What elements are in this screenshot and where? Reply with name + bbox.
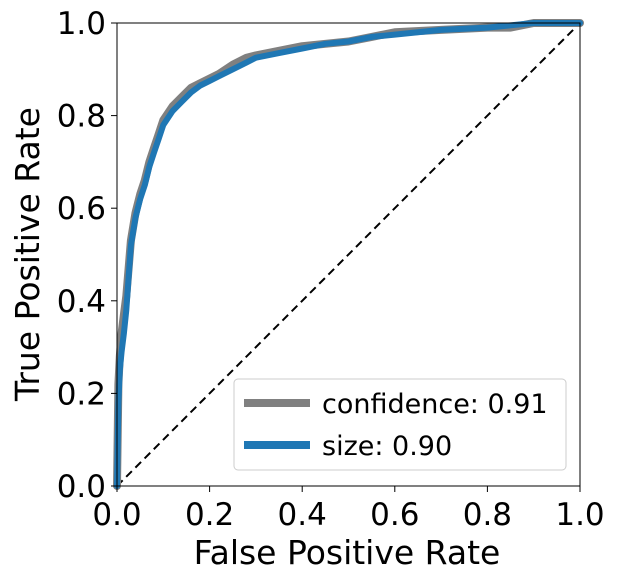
legend-label-size: size: 0.90 [322, 431, 452, 462]
x-tick-label: 0.8 [463, 497, 512, 533]
legend-box [233, 378, 567, 471]
x-tick-label: 1.0 [555, 497, 604, 533]
y-tick-label: 0.4 [57, 284, 106, 320]
y-tick-label: 0.6 [57, 191, 106, 227]
x-tick-label: 0.0 [92, 497, 141, 533]
y-tick-label: 0.2 [57, 376, 106, 412]
y-tick-label: 1.0 [57, 6, 106, 42]
chance-diagonal-line [116, 22, 581, 487]
x-axis-ticks: 0.0 0.2 0.4 0.6 0.8 1.0 [92, 486, 605, 533]
y-tick-label: 0.8 [57, 99, 106, 135]
y-axis-label: True Positive Rate [8, 107, 47, 402]
plot-frame [116, 22, 581, 487]
series-layer [113, 19, 584, 490]
legend-label-confidence: confidence: 0.91 [322, 389, 548, 420]
roc-line-size [114, 20, 583, 489]
y-tick-label: 0.0 [57, 469, 106, 505]
x-tick-label: 0.6 [370, 497, 419, 533]
x-axis-label: False Positive Rate [194, 533, 501, 572]
x-tick-label: 0.4 [278, 497, 327, 533]
x-tick-label: 0.2 [185, 497, 234, 533]
y-axis-ticks: 0.0 0.2 0.4 0.6 0.8 1.0 [57, 6, 117, 505]
legend: confidence: 0.91 size: 0.90 [233, 378, 567, 471]
